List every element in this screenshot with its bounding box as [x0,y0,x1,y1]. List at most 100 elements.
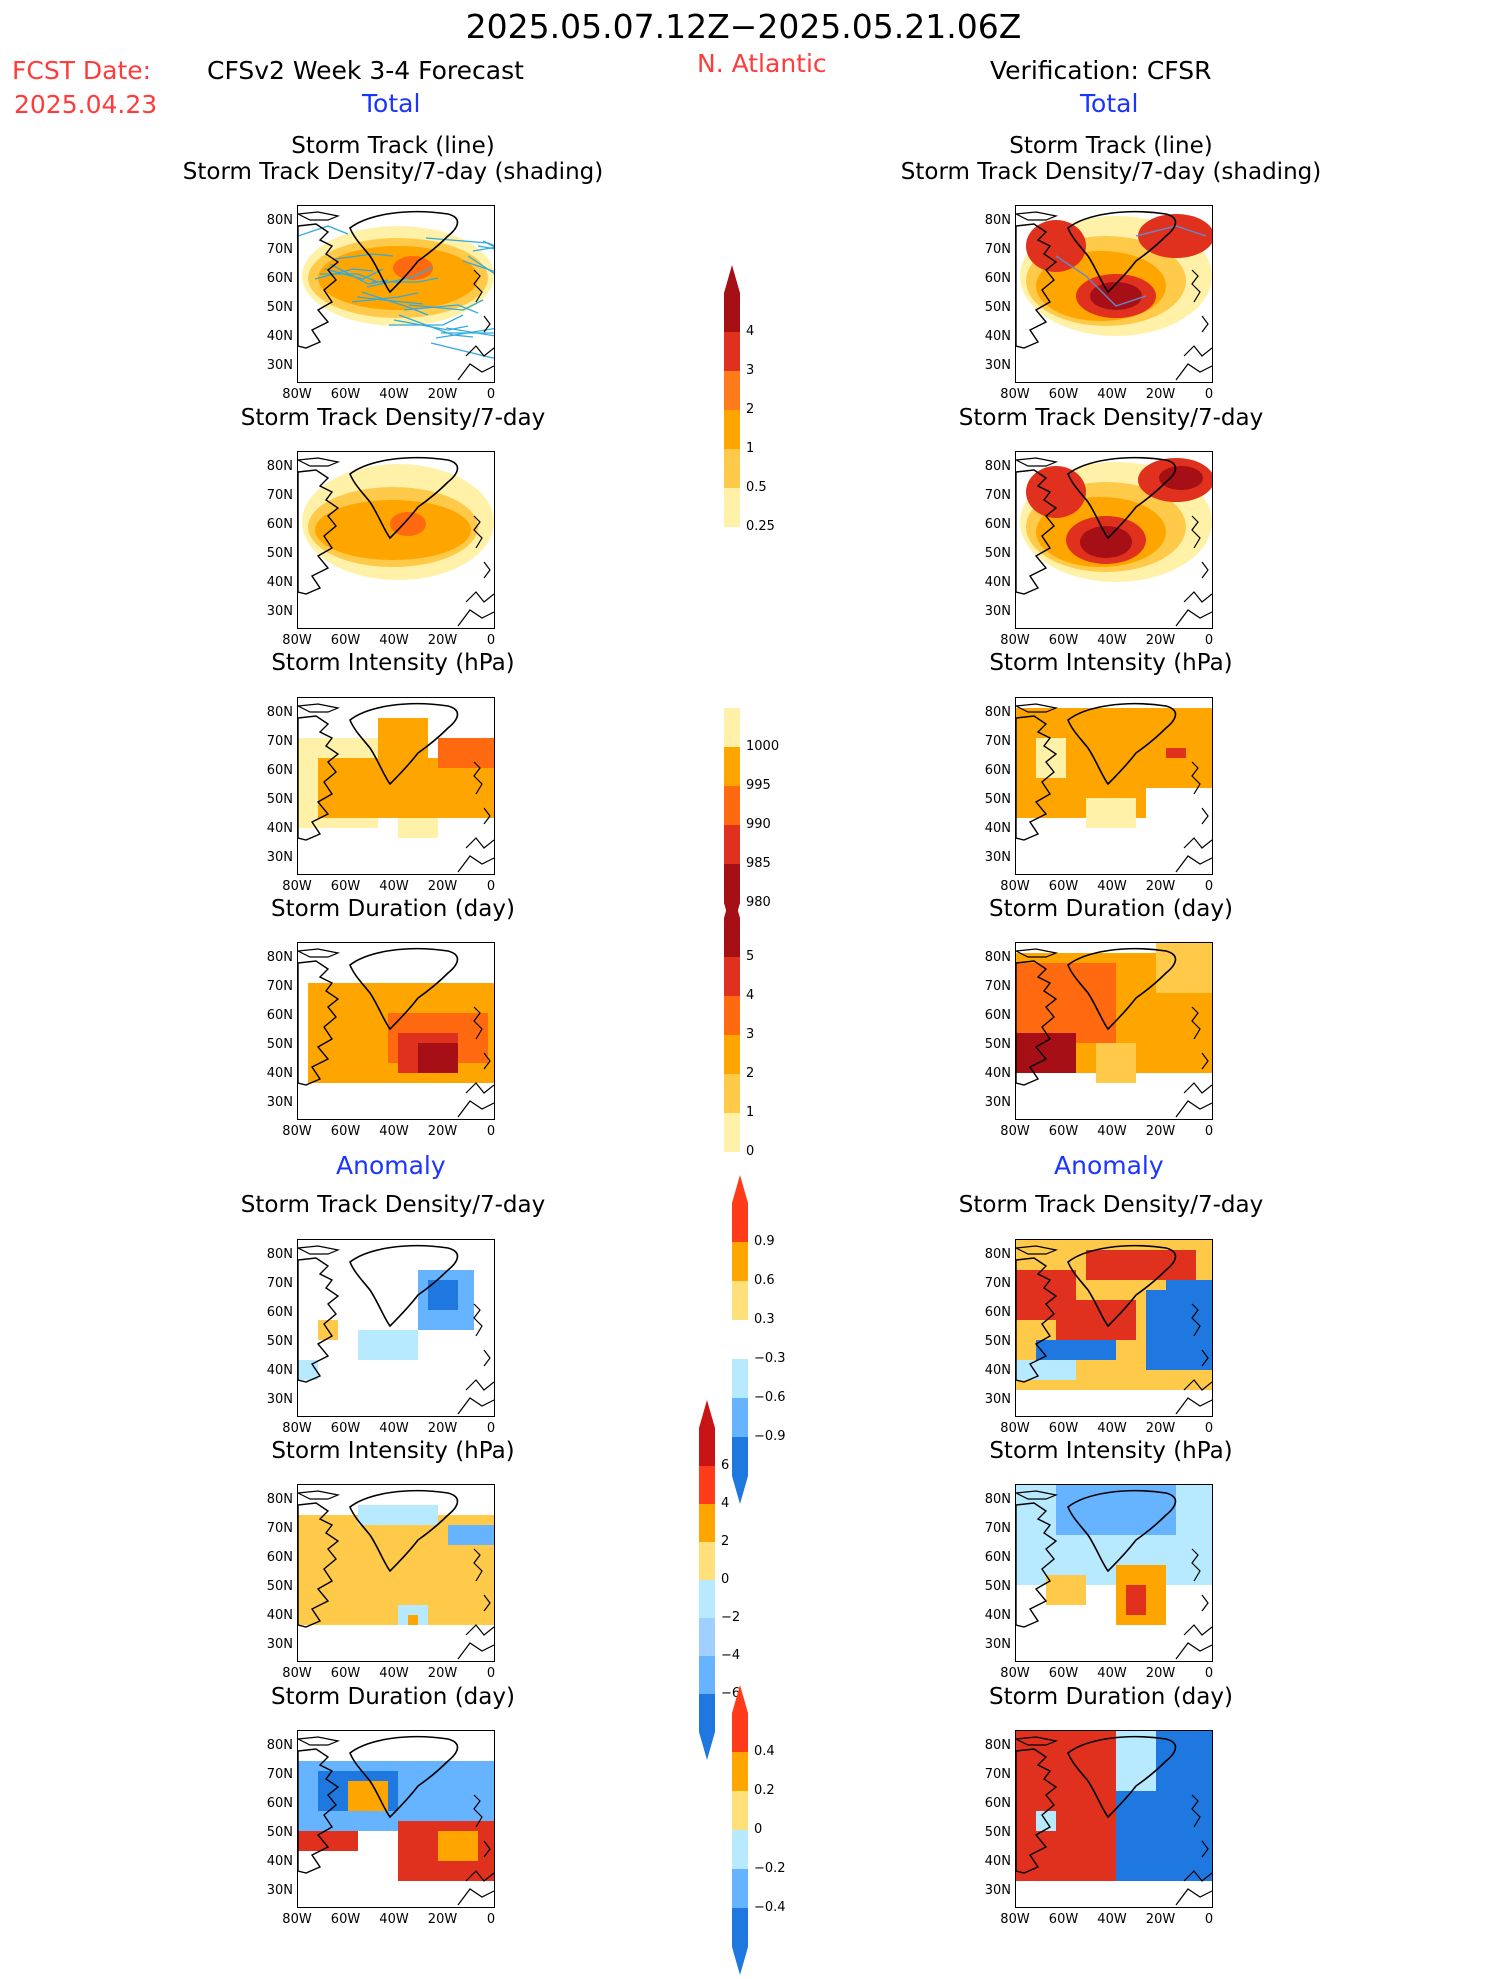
colorbar-level-label: −0.4 [754,1900,786,1915]
colorbar-level-label: 0.5 [746,480,767,495]
map-intensity-anom-right [1015,1484,1213,1662]
map-density-right [1015,451,1213,629]
region-title: N. Atlantic [697,49,827,78]
title-density-left: Storm Track Density/7-day [240,405,546,431]
colorbar-level-label: 4 [746,988,755,1003]
lon-tick-label: 0 [486,1124,496,1139]
colorbar-level-label: 0.6 [754,1273,775,1288]
lat-tick-label: 50N [266,300,293,315]
lat-tick-label: 60N [984,1305,1011,1320]
map-track-right [1015,205,1213,383]
title-density-anom-right: Storm Track Density/7-day [958,1192,1264,1218]
lon-tick-label: 0 [486,633,496,648]
lon-tick-label: 0 [486,387,496,402]
lat-tick-label: 50N [984,1579,1011,1594]
lon-tick-label: 60W [330,1666,361,1681]
lat-tick-label: 40N [984,1363,1011,1378]
colorbar-level-label: 980 [746,895,771,910]
map-duration-anom-right [1015,1730,1213,1908]
lon-tick-label: 20W [427,879,458,894]
lon-tick-label: 80W [282,633,312,648]
lon-tick-label: 0 [1204,633,1214,648]
title-density-anom-left: Storm Track Density/7-day [240,1192,546,1218]
lat-tick-label: 40N [266,1066,293,1081]
lon-tick-label: 40W [379,879,409,894]
lon-tick-label: 80W [1000,879,1030,894]
lat-tick-label: 60N [984,517,1011,532]
map-duration-anom-left [297,1730,495,1908]
lon-tick-label: 20W [427,1421,458,1436]
anomaly-label-left: Anomaly [336,1151,446,1180]
lon-tick-label: 40W [379,1912,409,1927]
lon-tick-label: 0 [1204,1912,1214,1927]
lon-tick-label: 60W [330,1421,361,1436]
lat-tick-label: 30N [266,358,293,373]
lon-tick-label: 0 [1204,1666,1214,1681]
lon-tick-label: 60W [1048,1421,1079,1436]
lon-tick-label: 60W [330,633,361,648]
lon-tick-label: 20W [427,1912,458,1927]
lon-tick-label: 60W [1048,1124,1079,1139]
lon-tick-label: 80W [1000,1421,1030,1436]
model-title: CFSv2 Week 3-4 Forecast [207,56,524,85]
lon-tick-label: 0 [486,1666,496,1681]
lon-tick-label: 60W [1048,633,1079,648]
lat-tick-label: 30N [266,1883,293,1898]
lat-tick-label: 30N [266,604,293,619]
lon-tick-label: 80W [282,1912,312,1927]
lon-tick-label: 0 [486,1912,496,1927]
lon-tick-label: 80W [282,1666,312,1681]
title-intensity-right: Storm Intensity (hPa) [989,650,1233,676]
lon-tick-label: 60W [1048,387,1079,402]
lat-tick-label: 80N [984,705,1011,720]
lat-tick-label: 70N [266,488,293,503]
lon-tick-label: 40W [1097,879,1127,894]
map-intensity-anom-left [297,1484,495,1662]
lon-tick-label: 0 [1204,387,1214,402]
lon-tick-label: 40W [379,1666,409,1681]
lat-tick-label: 30N [266,1095,293,1110]
colorbar-level-label: −0.2 [754,1861,786,1876]
map-intensity-right [1015,697,1213,875]
lon-tick-label: 60W [1048,1666,1079,1681]
lat-tick-label: 80N [266,459,293,474]
title-duration-left: Storm Duration (day) [271,896,515,922]
lat-tick-label: 50N [266,546,293,561]
colorbar-level-label: 985 [746,856,771,871]
lon-tick-label: 80W [1000,387,1030,402]
lat-tick-label: 60N [984,1550,1011,1565]
colorbar-level-label: −6 [721,1686,741,1701]
lon-tick-label: 80W [282,879,312,894]
lat-tick-label: 70N [984,488,1011,503]
lon-tick-label: 20W [427,1666,458,1681]
colorbar-level-label: 4 [721,1496,730,1511]
lat-tick-label: 40N [266,821,293,836]
lon-tick-label: 60W [330,879,361,894]
lat-tick-label: 70N [266,979,293,994]
title-track-line-right: Storm Track (line) [1009,133,1213,159]
lon-tick-label: 80W [1000,1666,1030,1681]
colorbar-level-label: 0 [754,1822,763,1837]
map-density-anom-left [297,1239,495,1417]
title-track-shading-left: Storm Track Density/7-day (shading) [182,159,604,185]
lon-tick-label: 40W [1097,1421,1127,1436]
colorbar-level-label: −0.9 [754,1429,786,1444]
title-track-shading-right: Storm Track Density/7-day (shading) [900,159,1322,185]
lat-tick-label: 70N [266,1521,293,1536]
lat-tick-label: 60N [266,1550,293,1565]
colorbar-level-label: −4 [721,1648,741,1663]
title-duration-anom-left: Storm Duration (day) [271,1684,515,1710]
colorbar-level-label: 3 [746,1027,755,1042]
lon-tick-label: 20W [1145,1421,1176,1436]
colorbar-density-total [722,265,742,559]
total-label-right: Total [1080,89,1139,118]
lat-tick-label: 30N [984,1392,1011,1407]
lon-tick-label: 60W [330,387,361,402]
lat-tick-label: 50N [266,1334,293,1349]
lon-tick-label: 20W [1145,1666,1176,1681]
map-density-anom-right [1015,1239,1213,1417]
colorbar-level-label: 6 [721,1458,730,1473]
lat-tick-label: 60N [266,1305,293,1320]
lat-tick-label: 60N [266,517,293,532]
colorbar-level-label: 2 [721,1534,730,1549]
